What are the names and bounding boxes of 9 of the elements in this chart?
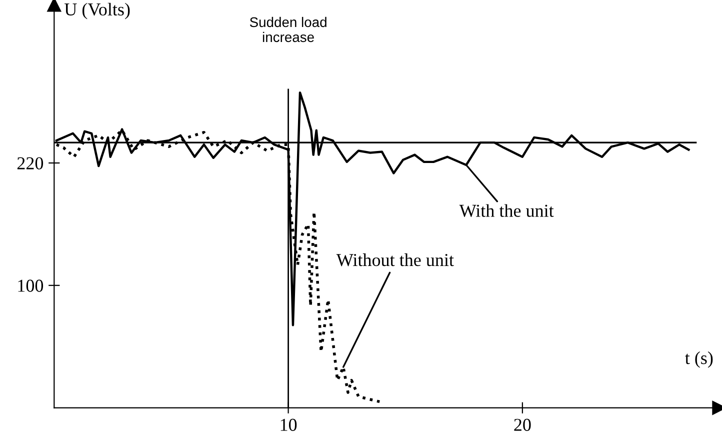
x-tick-label: 10 xyxy=(280,418,297,431)
ref-line-label: Sudden load increase xyxy=(250,16,326,42)
y-axis-title: U (Volts) xyxy=(64,2,130,20)
y-tick-label: 220 xyxy=(17,157,44,170)
y-tick-label: 100 xyxy=(18,280,44,292)
x-axis-title: t (s) xyxy=(685,351,713,368)
annotation: With the unit xyxy=(459,204,554,217)
x-tick-label: 20 xyxy=(514,418,531,431)
annotation: Without the unit xyxy=(336,253,454,266)
